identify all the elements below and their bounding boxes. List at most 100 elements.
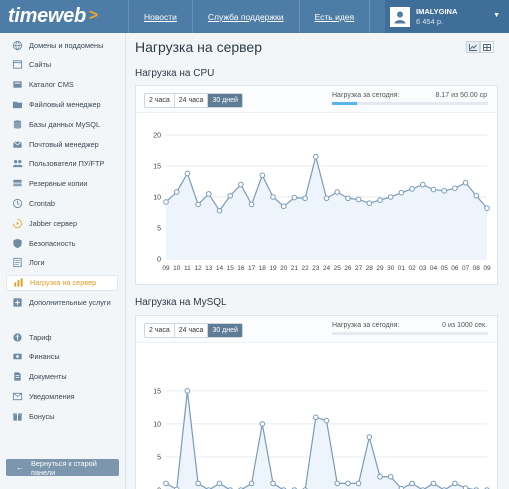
cpu-data-point[interactable] bbox=[302, 195, 308, 202]
mysql-data-point[interactable] bbox=[184, 388, 191, 394]
user-menu[interactable]: IMALYGINA 6 454 р. ▼ bbox=[385, 0, 509, 33]
back-button-label: Вернуться к старой панели bbox=[31, 458, 97, 477]
mysql-y-tick-label: 15 bbox=[153, 388, 161, 395]
sidebar-item-sites[interactable]: Сайты bbox=[6, 57, 118, 73]
cpu-x-tick-label: 24 bbox=[323, 265, 331, 272]
view-toggle bbox=[466, 41, 494, 53]
mysql-period-24h-button[interactable]: 24 часа bbox=[174, 324, 209, 337]
cpu-data-point[interactable] bbox=[291, 194, 298, 201]
cpu-x-tick-label: 29 bbox=[376, 265, 384, 272]
cpu-data-point[interactable] bbox=[462, 179, 469, 186]
cpu-data-point[interactable] bbox=[420, 181, 426, 188]
cpu-data-point[interactable] bbox=[206, 191, 212, 197]
database-icon bbox=[11, 118, 23, 130]
cpu-period-24h-button[interactable]: 24 часа bbox=[174, 94, 209, 107]
cpu-data-point[interactable] bbox=[452, 185, 458, 192]
sidebar-item-database[interactable]: Базы данных MySQL bbox=[6, 116, 118, 132]
cpu-data-point[interactable] bbox=[323, 195, 330, 202]
cpu-data-point[interactable] bbox=[484, 205, 490, 211]
sidebar-item-log[interactable]: Логи bbox=[6, 255, 118, 271]
mysql-area bbox=[166, 390, 471, 489]
cpu-data-point[interactable] bbox=[473, 192, 480, 199]
cpu-x-tick-label: 04 bbox=[430, 265, 438, 272]
nav-support-link[interactable]: Служба поддержки bbox=[191, 0, 299, 33]
mysql-period-2h-button[interactable]: 2 часа bbox=[145, 324, 175, 337]
sidebar-item-globe[interactable]: Домены и поддомены bbox=[6, 37, 118, 53]
cpu-data-point[interactable] bbox=[259, 172, 266, 179]
mysql-data-point[interactable] bbox=[334, 480, 340, 487]
back-to-old-panel-button[interactable]: ← Вернуться к старой панели bbox=[6, 458, 119, 477]
sidebar-item-tariff[interactable]: Тариф bbox=[6, 329, 118, 345]
mysql-data-point[interactable] bbox=[345, 480, 351, 487]
sidebar-item-label: Уведомления bbox=[29, 391, 75, 401]
tariff-icon bbox=[11, 331, 23, 343]
cpu-data-point[interactable] bbox=[345, 195, 351, 202]
sidebar: Домены и поддомены Сайты Каталог CMS Файлов… bbox=[0, 33, 126, 489]
sidebar-item-cms[interactable]: Каталог CMS bbox=[6, 77, 118, 93]
sidebar-item-plus-services[interactable]: Дополнительные услуги bbox=[6, 294, 118, 310]
mysql-data-point[interactable] bbox=[387, 473, 394, 480]
mysql-data-point[interactable] bbox=[163, 480, 169, 487]
cpu-data-point[interactable] bbox=[377, 197, 383, 203]
nav-news-link[interactable]: Новости bbox=[128, 0, 192, 33]
sidebar-item-backup[interactable]: Резервные копии bbox=[6, 176, 118, 192]
sidebar-item-notifications[interactable]: Уведомления bbox=[6, 388, 118, 404]
mysql-data-point[interactable] bbox=[195, 480, 201, 487]
mysql-data-point[interactable] bbox=[248, 480, 255, 487]
cpu-data-point[interactable] bbox=[238, 181, 244, 188]
cpu-data-point[interactable] bbox=[313, 153, 319, 160]
sidebar-item-documents[interactable]: Документы bbox=[6, 369, 118, 385]
cpu-data-point[interactable] bbox=[409, 186, 415, 192]
mysql-data-point[interactable] bbox=[377, 473, 383, 480]
sidebar-item-users[interactable]: Пользователи ПУ/FTP bbox=[6, 156, 118, 172]
sidebar-item-bonus[interactable]: Бонусы bbox=[6, 408, 118, 424]
sidebar-item-shield[interactable]: Безопасность bbox=[6, 235, 118, 251]
mysql-period-30d-button[interactable]: 30 дней bbox=[208, 324, 242, 337]
cpu-data-point[interactable] bbox=[355, 196, 362, 203]
sidebar-item-clock[interactable]: Crontab bbox=[6, 195, 118, 211]
sidebar-item-jabber[interactable]: Jabber сервер bbox=[6, 215, 118, 231]
mysql-data-point[interactable] bbox=[430, 480, 437, 487]
cpu-data-point[interactable] bbox=[398, 189, 405, 196]
mysql-data-point[interactable] bbox=[323, 417, 330, 424]
cpu-data-point[interactable] bbox=[184, 170, 191, 177]
log-icon bbox=[11, 257, 23, 269]
cpu-period-2h-button[interactable]: 2 часа bbox=[145, 94, 175, 107]
nav-idea-link[interactable]: Есть идея bbox=[298, 0, 371, 33]
sidebar-item-mail[interactable]: Почтовый менеджер bbox=[6, 136, 118, 152]
mysql-data-point[interactable] bbox=[452, 480, 458, 487]
cpu-data-point[interactable] bbox=[227, 192, 233, 199]
cpu-period-selector: 2 часа 24 часа 30 дней bbox=[144, 93, 243, 108]
cpu-data-point[interactable] bbox=[216, 207, 223, 214]
cpu-data-point[interactable] bbox=[248, 201, 255, 208]
mysql-data-point[interactable] bbox=[355, 480, 362, 487]
cpu-data-point[interactable] bbox=[163, 199, 169, 205]
sidebar-item-folder[interactable]: Файловый менеджер bbox=[6, 96, 118, 112]
cpu-data-point[interactable] bbox=[270, 194, 276, 200]
sidebar-item-label: Дополнительные услуги bbox=[29, 297, 111, 307]
chart-view-button[interactable] bbox=[466, 41, 480, 53]
logo[interactable]: timeweb > bbox=[8, 4, 98, 28]
mysql-data-point[interactable] bbox=[366, 434, 373, 440]
mysql-data-point[interactable] bbox=[216, 480, 223, 487]
sidebar-item-label: Безопасность bbox=[29, 238, 76, 248]
cpu-data-point[interactable] bbox=[280, 203, 287, 210]
mysql-data-point[interactable] bbox=[409, 480, 415, 487]
table-view-button[interactable] bbox=[480, 41, 494, 53]
chevron-down-icon[interactable]: ▼ bbox=[493, 12, 500, 19]
mysql-data-point[interactable] bbox=[313, 414, 319, 421]
sidebar-item-load[interactable]: Нагрузка на сервер bbox=[6, 274, 118, 291]
cpu-data-point[interactable] bbox=[195, 201, 201, 208]
cpu-data-point[interactable] bbox=[441, 188, 448, 194]
cpu-data-point[interactable] bbox=[334, 189, 340, 195]
cpu-load-bar-fill bbox=[332, 102, 358, 105]
mysql-data-point[interactable] bbox=[270, 480, 276, 487]
mysql-data-point[interactable] bbox=[259, 421, 266, 427]
cpu-data-point[interactable] bbox=[387, 194, 394, 200]
cpu-data-point[interactable] bbox=[430, 186, 437, 193]
sidebar-item-finance[interactable]: Финансы bbox=[6, 349, 118, 365]
mysql-data-point[interactable] bbox=[462, 485, 469, 489]
cpu-period-30d-button[interactable]: 30 дней bbox=[208, 94, 242, 107]
cpu-data-point[interactable] bbox=[173, 189, 180, 195]
cpu-data-point[interactable] bbox=[366, 200, 373, 206]
